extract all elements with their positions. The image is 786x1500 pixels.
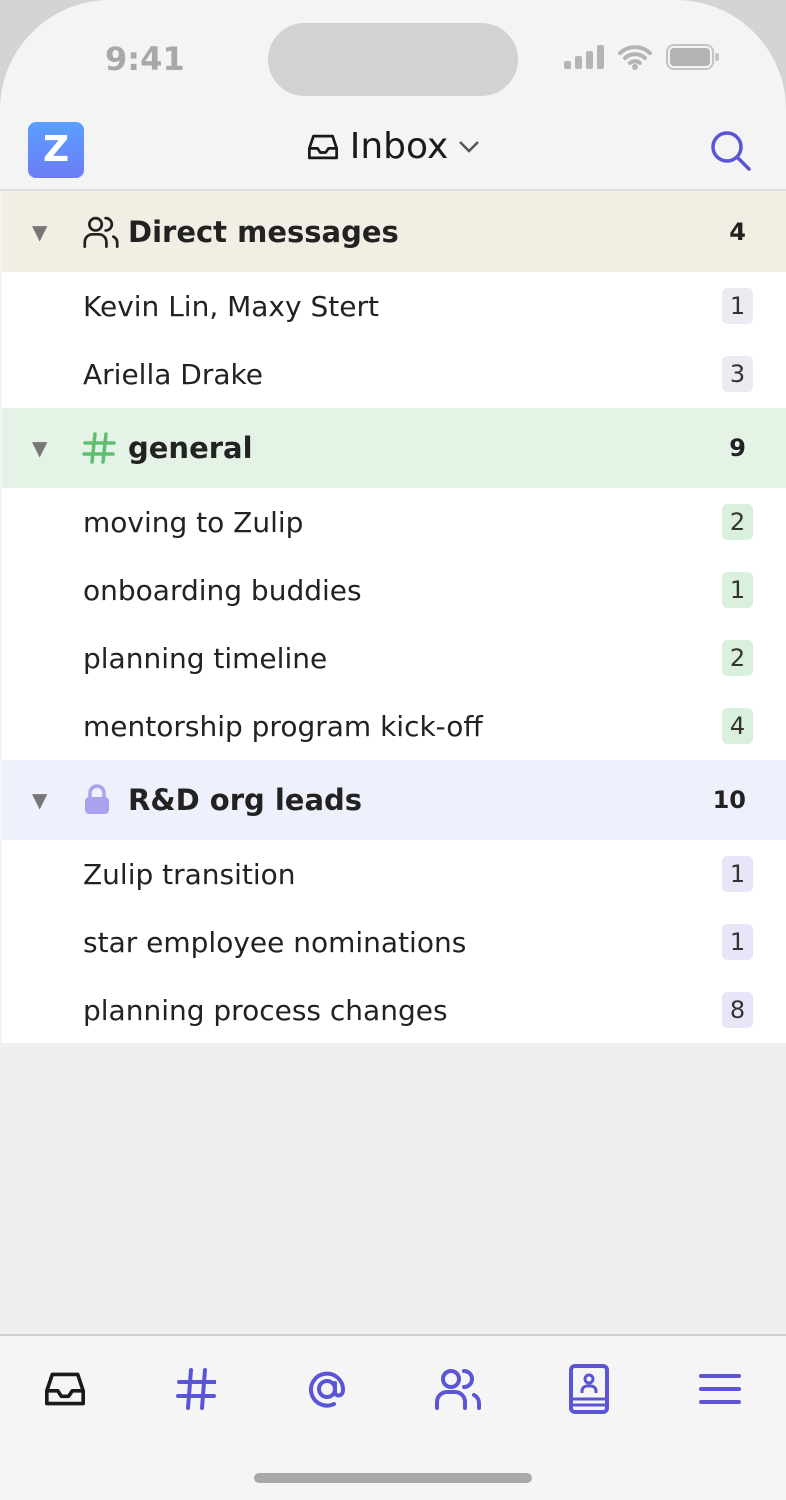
section-name: general [128, 431, 253, 465]
item-label: Kevin Lin, Maxy Stert [83, 289, 379, 323]
tab-direct-messages[interactable] [433, 1364, 483, 1414]
tab-inbox[interactable] [40, 1364, 90, 1414]
tab-channels[interactable] [171, 1364, 221, 1414]
list-item[interactable]: planning timeline 2 [2, 624, 786, 692]
list-item[interactable]: Kevin Lin, Maxy Stert 1 [2, 272, 786, 340]
section-unread-count: 9 [729, 434, 746, 462]
bottom-tab-bar [0, 1334, 786, 1500]
collapse-triangle-icon[interactable]: ▼ [32, 788, 48, 812]
wifi-icon [618, 45, 652, 70]
list-item[interactable]: Ariella Drake 3 [2, 340, 786, 408]
item-label: onboarding buddies [83, 573, 362, 607]
unread-badge: 8 [722, 992, 753, 1028]
top-app-bar: Z Inbox [0, 110, 786, 191]
section-header[interactable]: ▼ R&D org leads 10 [2, 760, 786, 840]
hash-icon [82, 431, 128, 465]
lock-icon [82, 784, 128, 816]
inbox-icon [44, 1372, 85, 1406]
section-header[interactable]: ▼ general 9 [2, 408, 786, 488]
tab-menu[interactable] [695, 1364, 745, 1414]
inbox-title-dropdown[interactable]: Inbox [0, 126, 786, 167]
unread-badge: 1 [722, 572, 753, 608]
hamburger-menu-icon [699, 1374, 741, 1404]
unread-badge: 2 [722, 504, 753, 540]
contact-card-icon [569, 1364, 609, 1414]
at-sign-icon [309, 1371, 346, 1408]
section-header[interactable]: ▼ Direct messages 4 [2, 192, 786, 272]
item-label: planning timeline [83, 641, 328, 675]
people-icon [82, 215, 128, 249]
status-bar: 9:41 [0, 0, 786, 110]
list-item[interactable]: planning process changes 8 [2, 976, 786, 1044]
empty-area [0, 1043, 786, 1335]
org-logo[interactable]: Z [28, 122, 84, 178]
item-label: star employee nominations [83, 925, 467, 959]
collapse-triangle-icon[interactable]: ▼ [32, 436, 48, 460]
item-label: mentorship program kick-off [83, 709, 483, 743]
unread-badge: 2 [722, 640, 753, 676]
item-label: Zulip transition [83, 857, 296, 891]
collapse-triangle-icon[interactable]: ▼ [32, 220, 48, 244]
item-label: moving to Zulip [83, 505, 304, 539]
unread-badge: 1 [722, 924, 753, 960]
item-label: Ariella Drake [83, 357, 263, 391]
hash-icon [176, 1368, 216, 1410]
battery-icon [666, 44, 719, 70]
unread-badge: 1 [722, 288, 753, 324]
unread-badge: 4 [722, 708, 753, 744]
list-item[interactable]: Zulip transition 1 [2, 840, 786, 908]
dynamic-island [268, 23, 518, 96]
list-item[interactable]: moving to Zulip 2 [2, 488, 786, 556]
unread-badge: 1 [722, 856, 753, 892]
section-name: R&D org leads [128, 783, 363, 817]
list-item[interactable]: star employee nominations 1 [2, 908, 786, 976]
item-label: planning process changes [83, 993, 448, 1027]
list-item[interactable]: mentorship program kick-off 4 [2, 692, 786, 760]
inbox-list: ▼ Direct messages 4 Kevin Lin, Maxy Stert 1 A… [2, 192, 786, 1044]
people-icon [435, 1369, 481, 1410]
inbox-icon [307, 134, 338, 159]
section-unread-count: 4 [729, 218, 746, 246]
home-indicator[interactable] [254, 1473, 532, 1483]
search-icon[interactable] [710, 130, 752, 172]
list-item[interactable]: onboarding buddies 1 [2, 556, 786, 624]
tab-mentions[interactable] [302, 1364, 352, 1414]
chevron-down-icon [459, 140, 480, 153]
signal-icon [564, 45, 604, 69]
unread-badge: 3 [722, 356, 753, 392]
section-name: Direct messages [128, 215, 399, 249]
section-unread-count: 10 [712, 786, 746, 814]
page-title: Inbox [349, 126, 449, 167]
clock: 9:41 [105, 40, 185, 78]
tab-profile[interactable] [564, 1364, 614, 1414]
